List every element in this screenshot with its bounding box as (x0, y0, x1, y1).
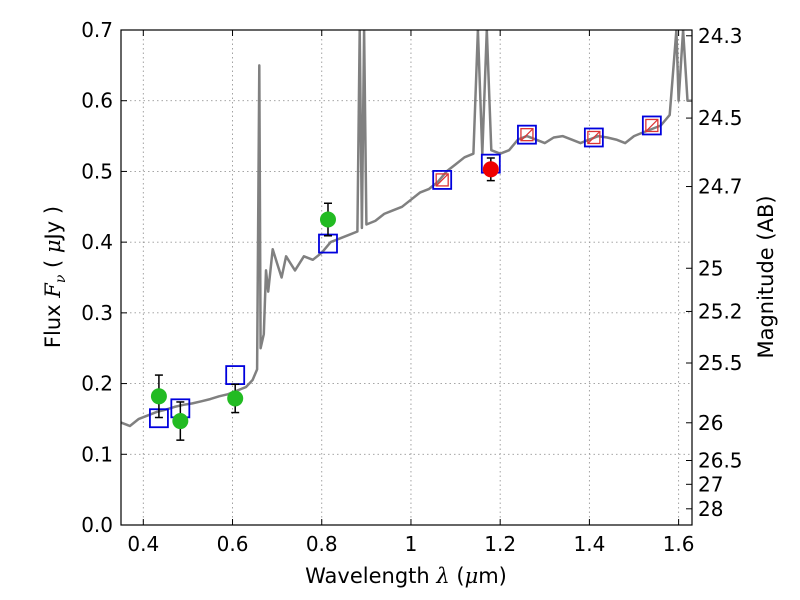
red-square (520, 128, 534, 142)
mag-tick-label: 24.3 (698, 24, 743, 48)
y-tick-label: 0.2 (81, 372, 113, 396)
y2-axis-label: Magnitude (AB) (754, 195, 778, 358)
red-square-diagonal (645, 119, 659, 132)
plot-frame (120, 29, 693, 526)
x-tick-label: 1.2 (484, 532, 516, 556)
x-tick-label: 1 (405, 532, 418, 556)
mag-tick-label: 27 (698, 472, 723, 496)
observed-point-green (172, 413, 189, 430)
model-spectrum (121, 30, 692, 428)
mag-tick-label: 24.5 (698, 106, 743, 130)
mag-tick-label: 25.2 (698, 299, 743, 323)
photometry-markers (149, 115, 662, 441)
y-tick-label: 0.5 (81, 159, 113, 183)
y-axis-label: Flux Fν ( μJy ) (41, 206, 69, 348)
mag-tick-label: 25.5 (698, 351, 743, 375)
observed-point-green (227, 390, 244, 407)
observed-point-green (150, 388, 167, 405)
mag-tick-label: 26 (698, 411, 723, 435)
red-square (645, 118, 659, 133)
x-tick-label: 0.8 (306, 532, 338, 556)
observed-point-green (319, 211, 336, 228)
red-square-diagonal (435, 173, 449, 187)
x-tick-label: 0.4 (127, 532, 159, 556)
model-square (583, 127, 604, 148)
x-tick-label: 1.6 (663, 532, 695, 556)
spectrum-line (121, 30, 692, 428)
x-axis-label: Wavelength λ (μm) (305, 564, 507, 588)
y-tick-label: 0.1 (81, 442, 113, 466)
x-tick-label: 0.6 (217, 532, 249, 556)
mag-tick-label: 24.7 (698, 175, 743, 199)
red-square-diagonal (587, 131, 601, 144)
red-square-diagonal (520, 128, 534, 142)
model-square (432, 170, 453, 190)
observed-point-red (482, 161, 499, 178)
y-tick-label: 0.0 (81, 513, 113, 537)
y-tick-label: 0.3 (81, 301, 113, 325)
x-tick-label: 1.4 (573, 532, 605, 556)
model-square (517, 124, 537, 145)
mag-tick-label: 26.5 (698, 449, 743, 473)
mag-tick-label: 25 (698, 256, 723, 280)
red-square (587, 130, 601, 145)
y-tick-label: 0.6 (81, 89, 113, 113)
mag-tick-label: 28 (698, 497, 723, 521)
model-square (225, 365, 246, 385)
red-square (435, 173, 449, 187)
y-tick-label: 0.4 (81, 230, 113, 254)
grid (121, 29, 692, 526)
ticks: 0.4 0.6 0.8 1 1.2 1.4 1.6 0.0 0.1 0.2 0.3 0.4 0.5 0.6… (81, 18, 742, 556)
y-tick-label: 0.7 (81, 18, 113, 42)
model-square (641, 115, 662, 136)
